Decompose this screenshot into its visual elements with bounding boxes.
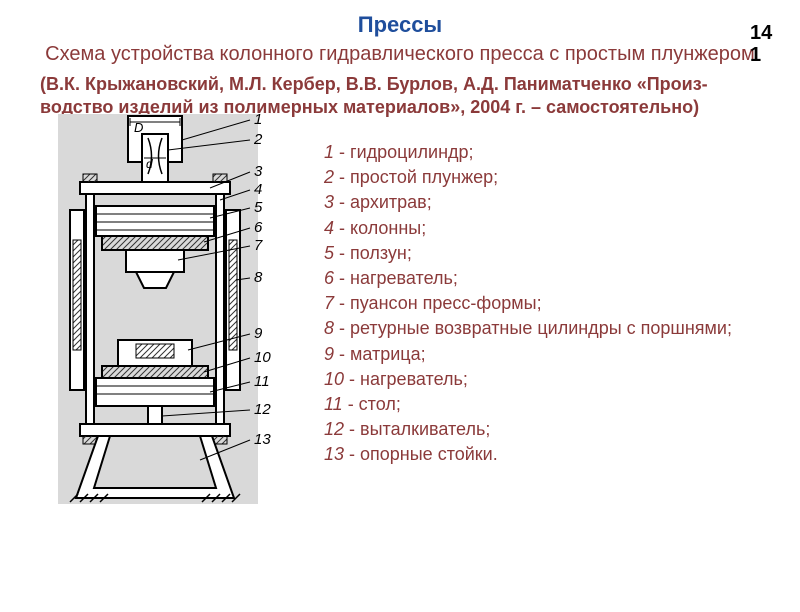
page-number-top: 14 bbox=[750, 22, 772, 44]
svg-text:5: 5 bbox=[254, 199, 263, 216]
content-row: D d bbox=[40, 118, 760, 515]
label-d: d bbox=[146, 157, 153, 171]
legend-item: 3 - архитрав; bbox=[324, 190, 760, 215]
legend-item: 11 - стол; bbox=[324, 392, 760, 417]
page-number: 14 1 bbox=[750, 22, 780, 66]
legend-item: 1 - гидроцилиндр; bbox=[324, 140, 760, 165]
svg-text:8: 8 bbox=[254, 269, 263, 286]
svg-text:12: 12 bbox=[254, 401, 271, 418]
legend-item: 6 - нагреватель; bbox=[324, 266, 760, 291]
legend: 1 - гидроцилиндр; 2 - простой плунжер; 3… bbox=[324, 140, 760, 467]
legend-item: 4 - колонны; bbox=[324, 216, 760, 241]
page-title: Прессы bbox=[0, 12, 800, 38]
legend-item: 12 - выталкиватель; bbox=[324, 417, 760, 442]
svg-text:10: 10 bbox=[254, 349, 271, 366]
legend-item: 9 - матрица; bbox=[324, 342, 760, 367]
svg-text:7: 7 bbox=[254, 237, 263, 254]
svg-text:6: 6 bbox=[254, 219, 263, 236]
page-subtitle: Схема устройства колонного гидравлическо… bbox=[40, 42, 760, 67]
page-number-bottom: 1 bbox=[750, 44, 761, 66]
svg-text:4: 4 bbox=[254, 181, 262, 198]
legend-item: 10 - нагреватель; bbox=[324, 367, 760, 392]
svg-text:2: 2 bbox=[253, 131, 263, 148]
svg-text:13: 13 bbox=[254, 431, 271, 448]
press-diagram: D d bbox=[40, 110, 300, 515]
legend-item: 5 - ползун; bbox=[324, 241, 760, 266]
svg-text:1: 1 bbox=[254, 111, 262, 128]
svg-text:9: 9 bbox=[254, 325, 263, 342]
legend-item: 2 - простой плунжер; bbox=[324, 165, 760, 190]
legend-item: 8 - ретурные возвратные цилиндры с поршн… bbox=[324, 316, 760, 341]
svg-text:3: 3 bbox=[254, 163, 263, 180]
legend-item: 7 - пуансон пресс-формы; bbox=[324, 291, 760, 316]
svg-text:11: 11 bbox=[254, 373, 270, 390]
legend-item: 13 - опорные стойки. bbox=[324, 442, 760, 467]
